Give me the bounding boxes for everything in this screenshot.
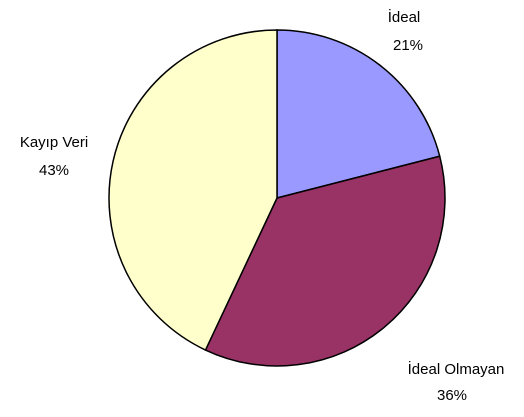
slice-label-ideal-percent: 21% [393, 37, 423, 54]
pie-slice-ideal-olmayan [204, 155, 446, 367]
pie-slice-ideal [276, 29, 441, 199]
slice-label-kayip-veri-name: Kayıp Veri [20, 134, 88, 151]
slice-label-kayip-veri: Kayıp Veri 43% [20, 134, 88, 179]
slice-label-ideal-olmayan-name: İdeal Olmayan [408, 360, 505, 378]
slice-label-kayip-veri-percent: 43% [39, 162, 69, 179]
pie-slice-kayip-veri [108, 29, 278, 352]
slice-label-ideal: İdeal 21% [388, 8, 423, 54]
slice-label-ideal-olmayan-percent: 36% [437, 387, 467, 404]
pie-slices [108, 29, 446, 367]
slice-label-ideal-name: İdeal [388, 8, 421, 26]
slice-label-ideal-olmayan: İdeal Olmayan 36% [408, 360, 505, 404]
